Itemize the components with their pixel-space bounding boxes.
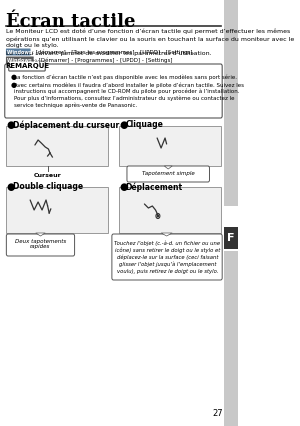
Text: Windows XP: Windows XP <box>7 49 41 55</box>
Circle shape <box>157 215 158 217</box>
Text: Double cliquage: Double cliquage <box>13 182 83 191</box>
FancyBboxPatch shape <box>127 166 209 182</box>
FancyBboxPatch shape <box>6 57 34 63</box>
Text: ●: ● <box>6 182 15 192</box>
Text: Windows 2000: Windows 2000 <box>7 58 47 63</box>
Polygon shape <box>36 233 45 236</box>
Text: Le Moniteur LCD est doté d’une fonction d’écran tactile qui permet d’effectuer l: Le Moniteur LCD est doté d’une fonction … <box>6 29 295 56</box>
Bar <box>224 227 238 249</box>
Polygon shape <box>164 166 172 169</box>
Text: Avec certains modèles il faudra d’abord installer le pilote d’écran tactile. Sui: Avec certains modèles il faudra d’abord … <box>14 82 244 108</box>
Text: Tapotement simple: Tapotement simple <box>142 172 195 176</box>
Text: 27: 27 <box>213 409 223 418</box>
Bar <box>224 251 238 426</box>
Text: Déplacement: Déplacement <box>125 182 182 192</box>
Bar <box>119 187 220 233</box>
Text: ●: ● <box>10 74 16 80</box>
Text: : [Démarrer] - [Programmes] - [UPDD] - [Settings]: : [Démarrer] - [Programmes] - [UPDD] - [… <box>35 57 172 63</box>
Bar <box>119 126 220 166</box>
Text: F: F <box>227 233 235 243</box>
Bar <box>6 126 108 166</box>
FancyBboxPatch shape <box>6 234 75 256</box>
Text: Touchez l’objet (c.-à-d. un fichier ou une
icône) sans retirer le doigt ou le st: Touchez l’objet (c.-à-d. un fichier ou u… <box>114 240 220 274</box>
Text: Deux tapotements
rapides: Deux tapotements rapides <box>15 239 66 249</box>
FancyBboxPatch shape <box>5 64 222 118</box>
Text: Écran tactile: Écran tactile <box>6 13 136 31</box>
Text: ●: ● <box>119 120 128 130</box>
Polygon shape <box>161 233 172 236</box>
Bar <box>224 0 238 206</box>
Text: REMARQUE: REMARQUE <box>5 63 49 69</box>
Bar <box>6 187 108 233</box>
Text: ●: ● <box>6 120 15 130</box>
Text: Curseur: Curseur <box>34 173 62 178</box>
Text: La fonction d’écran tactile n’est pas disponible avec les modèles sans port séri: La fonction d’écran tactile n’est pas di… <box>14 74 237 80</box>
Text: Cliquage: Cliquage <box>125 120 163 129</box>
FancyBboxPatch shape <box>9 61 45 71</box>
Text: : [démarrer] - [Tous les programmes] - [UPDD] - [Settings].: : [démarrer] - [Tous les programmes] - [… <box>32 49 194 55</box>
Text: ●: ● <box>119 182 128 192</box>
Text: ●: ● <box>10 82 16 88</box>
FancyBboxPatch shape <box>112 234 222 280</box>
Text: Déplacement du curseur: Déplacement du curseur <box>13 120 119 130</box>
FancyBboxPatch shape <box>6 49 31 55</box>
